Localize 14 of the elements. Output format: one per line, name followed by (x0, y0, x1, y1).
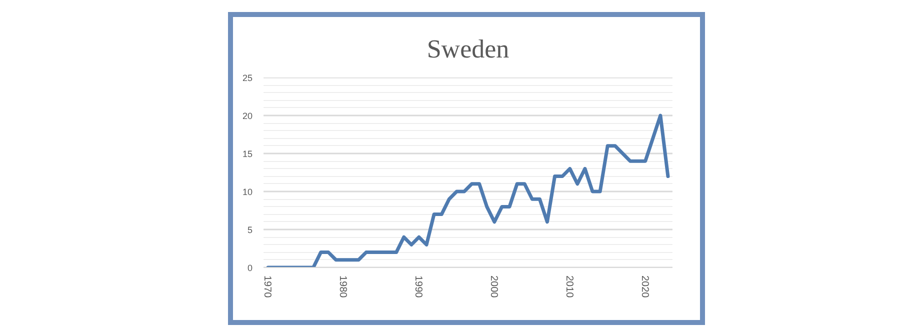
y-tick-label: 25 (242, 73, 253, 83)
y-tick-label: 0 (247, 263, 253, 273)
y-tick-label: 10 (242, 187, 253, 197)
y-tick-label: 20 (242, 111, 253, 121)
x-tick-label: 2020 (638, 276, 650, 298)
line-series (266, 114, 670, 268)
x-tick-label: 1980 (336, 276, 348, 298)
y-tick-label: 15 (242, 149, 253, 159)
x-tick-label: 1990 (412, 276, 424, 298)
x-tick-label: 2010 (563, 276, 574, 298)
chart-title: Sweden (426, 34, 510, 64)
x-tick-label: 1970 (262, 276, 273, 298)
y-tick-label: 5 (247, 225, 253, 235)
x-tick-label: 2000 (488, 276, 499, 298)
